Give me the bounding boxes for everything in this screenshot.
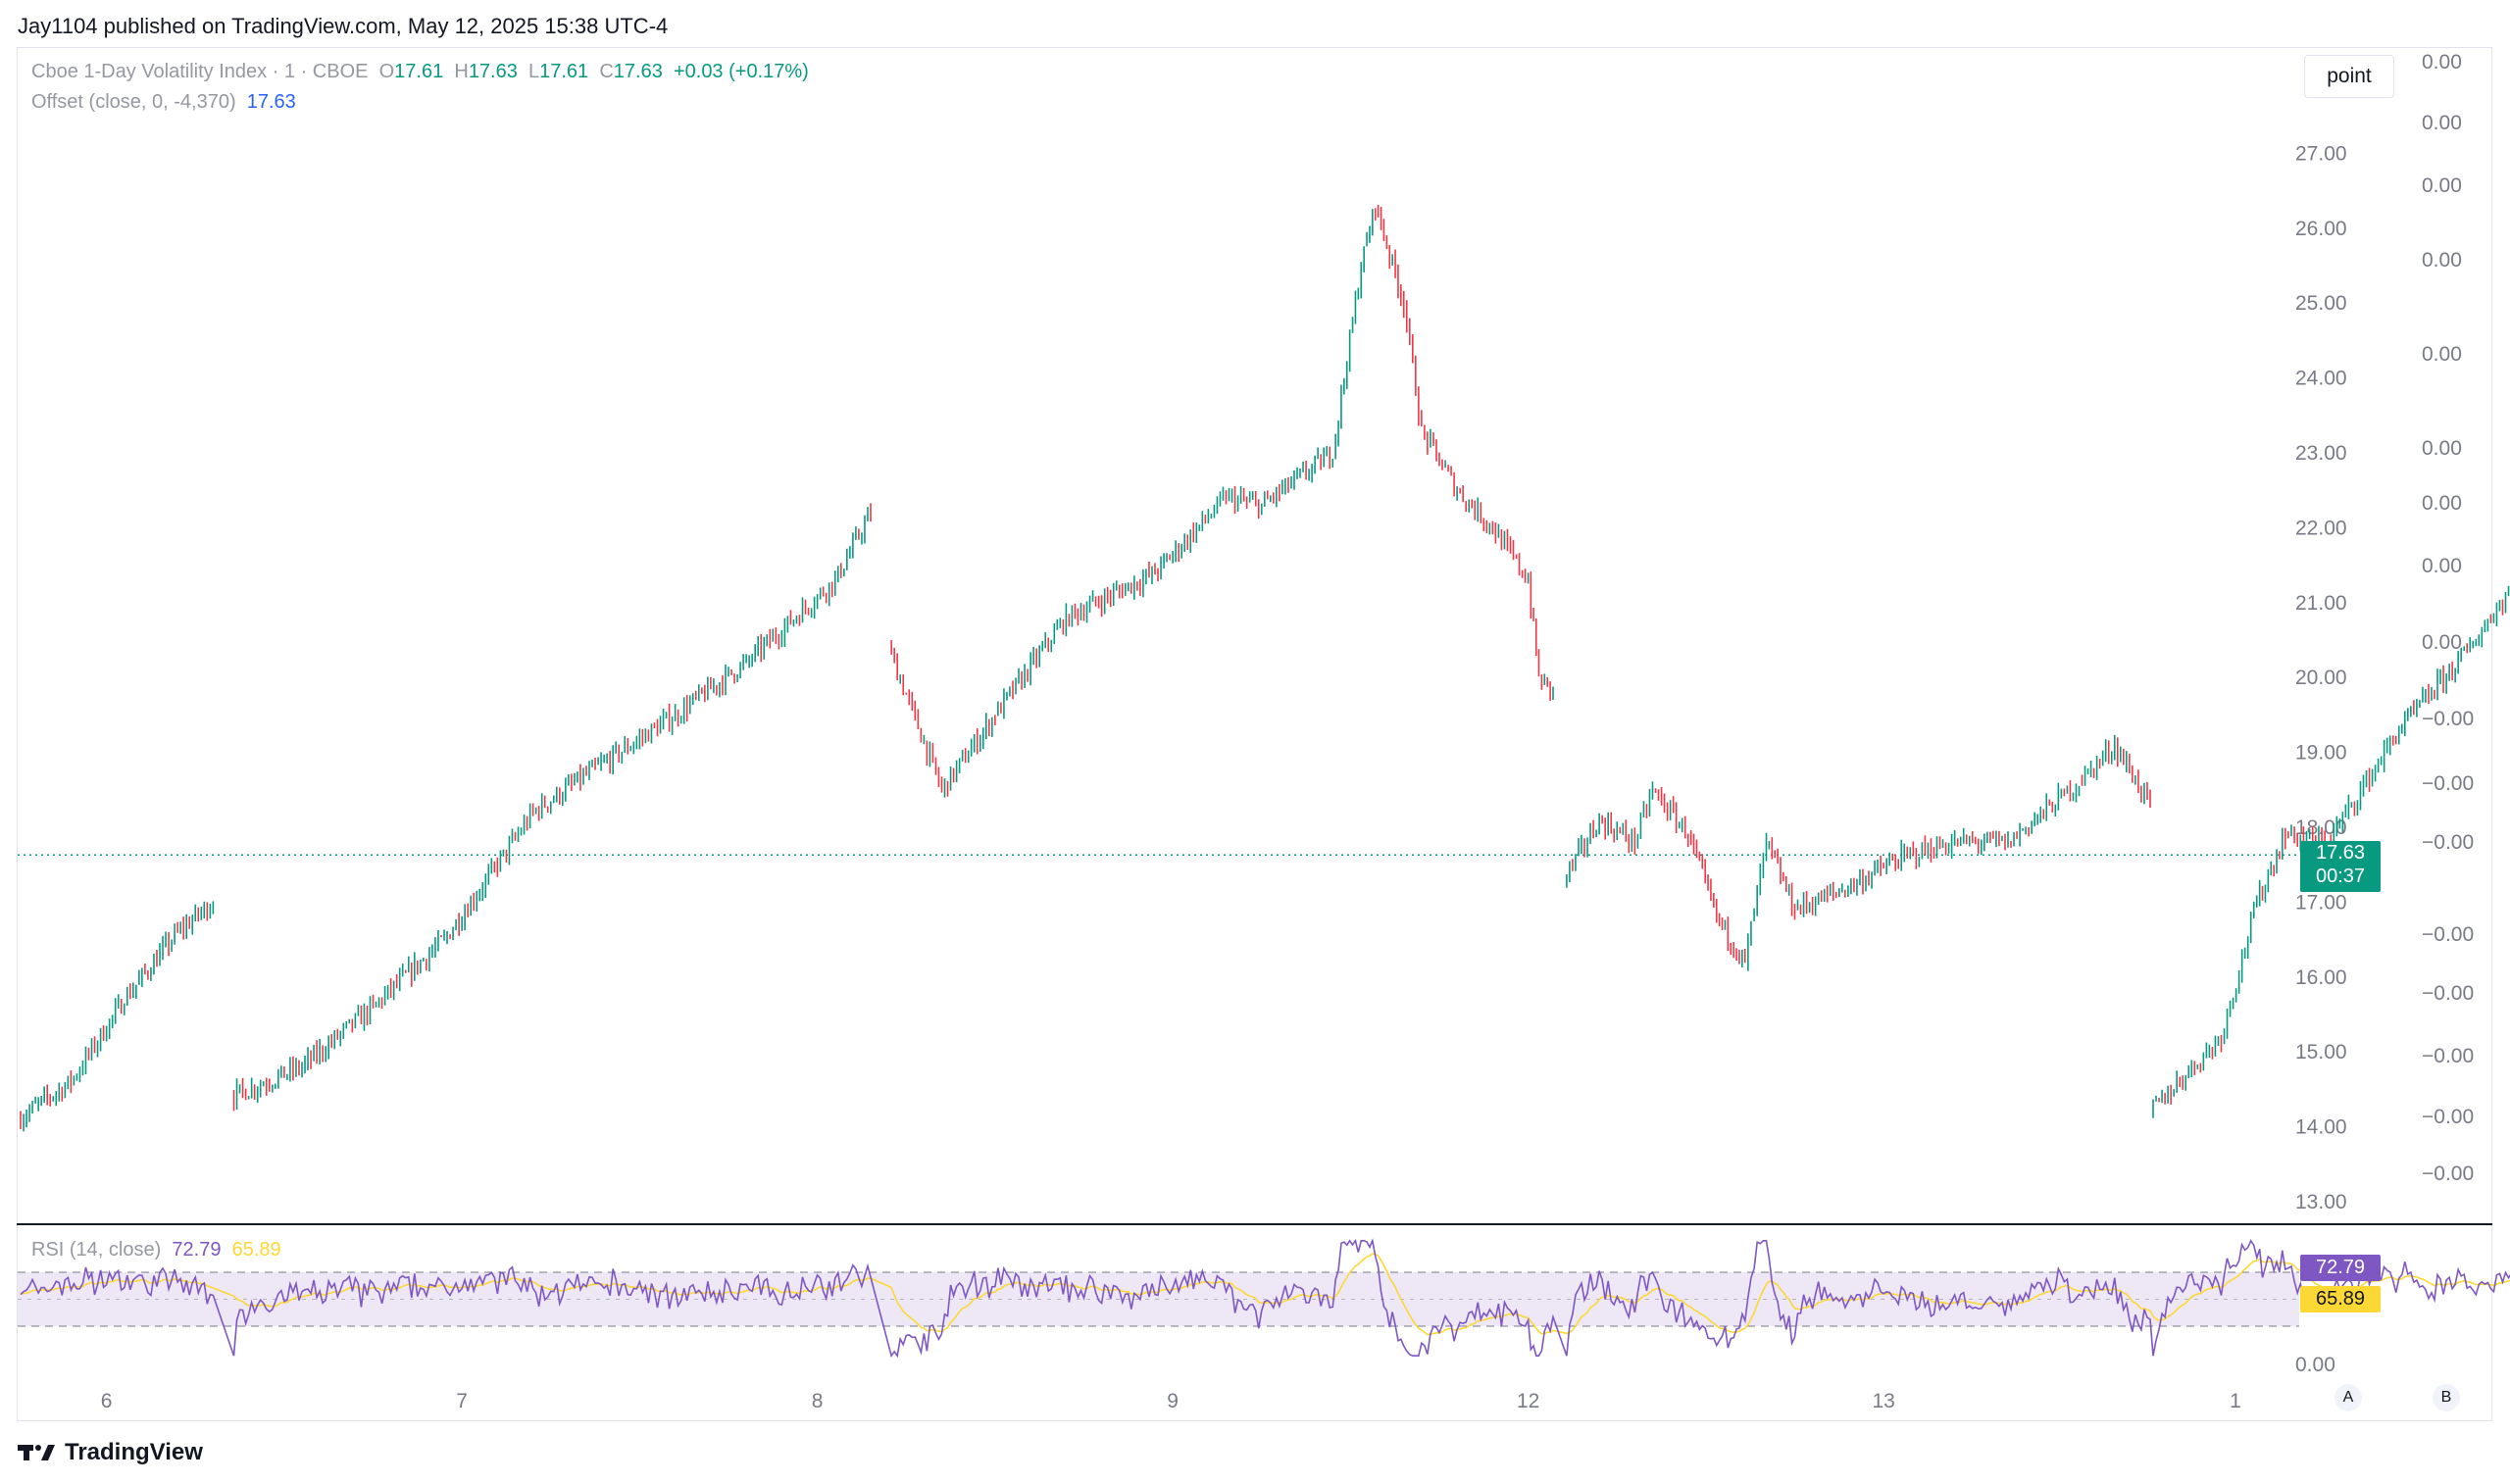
high-value: 17.63 (468, 61, 518, 82)
symbol-legend[interactable]: Cboe 1-Day Volatility Index · 1 · CBOE O… (31, 61, 809, 83)
secondary-tick-label: 0.00 (2422, 437, 2462, 460)
price-tick-label: 22.00 (2295, 517, 2347, 539)
secondary-tick-label: 0.00 (2422, 174, 2462, 197)
secondary-tick-label: 0.00 (2422, 492, 2462, 515)
chart-frame (17, 47, 2492, 1421)
last-price-value: 17.63 (2315, 842, 2366, 864)
last-price-badge: 17.63 00:37 (2300, 841, 2381, 892)
rsi-label: RSI (14, close) (31, 1239, 162, 1261)
price-tick-label: 13.00 (2295, 1191, 2347, 1213)
price-tick-label: 19.00 (2295, 742, 2347, 765)
rsi-tick-label: 0.00 (2295, 1354, 2335, 1376)
secondary-tick-label: 0.00 (2422, 631, 2462, 654)
price-tick-label: 27.00 (2295, 142, 2347, 165)
open-label: O (378, 61, 395, 82)
open-value: 17.61 (394, 61, 444, 82)
secondary-tick-label: −0.00 (2422, 708, 2474, 730)
rsi-ma-series-line (20, 1253, 2510, 1336)
secondary-tick-label: −0.00 (2422, 1045, 2474, 1067)
time-tick-label: 1 (2230, 1390, 2241, 1412)
secondary-tick-label: 0.00 (2422, 555, 2462, 577)
rsi-ma-badge: 65.89 (2300, 1286, 2381, 1312)
price-tick-label: 20.00 (2295, 667, 2347, 689)
rsi-series-line (20, 1238, 2510, 1359)
publisher-line: Jay1104 published on TradingView.com, Ma… (18, 14, 669, 38)
time-tick-label: 8 (812, 1390, 824, 1412)
price-tick-label: 24.00 (2295, 368, 2347, 390)
price-tick-label: 16.00 (2295, 966, 2347, 989)
close-value: 17.63 (613, 61, 663, 82)
secondary-tick-label: −0.00 (2422, 1162, 2474, 1185)
auto-scale-button[interactable]: A (2334, 1384, 2362, 1411)
secondary-tick-label: 0.00 (2422, 249, 2462, 272)
price-tick-label: 25.00 (2295, 292, 2347, 315)
price-tick-label: 15.00 (2295, 1041, 2347, 1064)
change-value: +0.03 (+0.17%) (673, 61, 809, 82)
offset-value: 17.63 (246, 91, 296, 113)
rsi-ma-value: 65.89 (231, 1239, 281, 1261)
time-tick-label: 6 (101, 1390, 113, 1412)
price-tick-label: 23.00 (2295, 442, 2347, 465)
rsi-badge: 72.79 (2300, 1255, 2381, 1281)
brand-footer: TradingView (18, 1439, 203, 1466)
close-label: C (599, 61, 614, 82)
price-tick-label: 21.00 (2295, 592, 2347, 615)
secondary-tick-label: −0.00 (2422, 1106, 2474, 1128)
price-tick-label: 26.00 (2295, 218, 2347, 240)
rsi-legend[interactable]: RSI (14, close) 72.79 65.89 (31, 1239, 281, 1261)
secondary-tick-label: −0.00 (2422, 831, 2474, 854)
symbol-name: Cboe 1-Day Volatility Index · 1 · CBOE (31, 61, 369, 82)
bar-countdown: 00:37 (2315, 866, 2366, 887)
secondary-tick-label: −0.00 (2422, 772, 2474, 795)
time-tick-label: 7 (456, 1390, 468, 1412)
price-tick-label: 14.00 (2295, 1116, 2347, 1139)
high-label: H (454, 61, 469, 82)
secondary-tick-label: 0.00 (2422, 51, 2462, 74)
tradingview-logo-icon (18, 1445, 55, 1460)
secondary-tick-label: −0.00 (2422, 982, 2474, 1005)
rsi-value: 72.79 (172, 1239, 222, 1261)
time-tick-label: 13 (1872, 1390, 1894, 1412)
point-button[interactable]: point (2304, 55, 2394, 98)
secondary-tick-label: 0.00 (2422, 112, 2462, 134)
secondary-tick-label: −0.00 (2422, 923, 2474, 946)
price-tick-label: 17.00 (2295, 891, 2347, 914)
offset-label: Offset (close, 0, -4,370) (31, 91, 236, 113)
time-tick-label: 12 (1517, 1390, 1539, 1412)
secondary-tick-label: 0.00 (2422, 343, 2462, 366)
time-tick-label: 9 (1167, 1390, 1179, 1412)
low-label: L (528, 61, 540, 82)
low-value: 17.61 (539, 61, 589, 82)
axis-b-button[interactable]: B (2433, 1384, 2460, 1411)
offset-legend[interactable]: Offset (close, 0, -4,370) 17.63 (31, 91, 296, 114)
brand-name: TradingView (65, 1439, 203, 1465)
